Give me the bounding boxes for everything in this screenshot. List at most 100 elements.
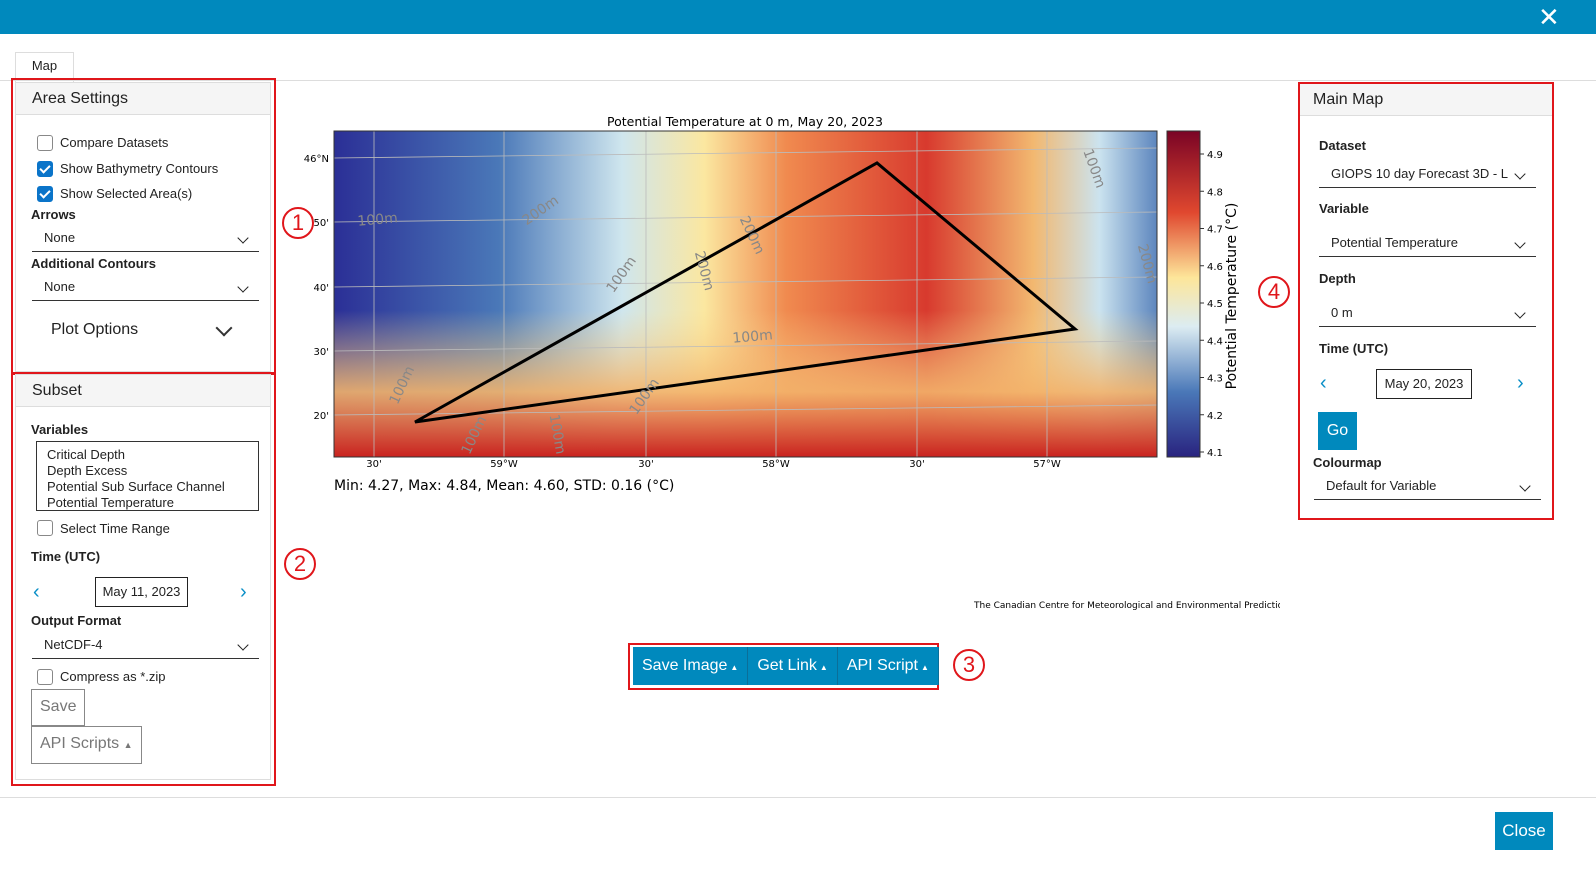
select[interactable]: 0 m	[1319, 305, 1536, 327]
caret: ▲	[730, 663, 739, 672]
button-text: Save Image	[642, 657, 728, 674]
colorbar-tick-label: 4.2	[1207, 411, 1223, 422]
close-button[interactable]: Close	[1495, 812, 1553, 850]
checkbox[interactable]	[37, 186, 53, 202]
lat-tick-label: 46°N	[304, 154, 329, 165]
date-input[interactable]: May 20, 2023	[1376, 369, 1472, 399]
action-button[interactable]: Get Link ▲	[748, 647, 838, 685]
list-item: Potential Temperature	[47, 495, 174, 510]
checkbox-label: Compare Datasets	[60, 135, 169, 150]
panel-title: Area Settings	[16, 83, 270, 115]
contour-label: 100m	[732, 327, 774, 346]
list-item: Potential Sub Surface Channel	[47, 479, 225, 494]
heatmap-overlay	[334, 131, 1157, 457]
lon-tick-label: 58°W	[762, 459, 790, 470]
label: Output Format	[31, 613, 122, 628]
annotation: 3	[953, 649, 985, 681]
label: Time (UTC)	[31, 549, 101, 564]
plot-options[interactable]: Plot Options	[51, 321, 139, 338]
button-text: API Script	[846, 657, 918, 674]
stats: Min: 4.27, Max: 4.84, Mean: 4.60, STD: 0…	[334, 478, 674, 494]
divider	[0, 80, 1596, 81]
button-text: API Scripts	[40, 735, 120, 752]
lon-tick-label: 30'	[366, 459, 381, 470]
tab[interactable]: Map	[15, 52, 74, 82]
colorbar-label: Potential Temperature (°C)	[1224, 203, 1240, 390]
contour-label: 100m	[546, 413, 569, 456]
plot: Potential Temperature at 0 m, May 20, 20…	[304, 114, 1280, 611]
checkbox[interactable]	[37, 669, 53, 685]
label: Variable	[1319, 201, 1369, 216]
label: Variables	[31, 422, 89, 437]
label: Arrows	[31, 207, 76, 222]
colorbar	[1166, 130, 1201, 458]
main-map-panel: Main Map	[1300, 84, 1552, 514]
list-item: Depth Excess	[47, 463, 128, 478]
subset-panel: Subset	[15, 374, 271, 780]
select[interactable]: Potential Temperature	[1319, 235, 1536, 257]
list-item: Critical Depth	[47, 447, 126, 462]
label: Time (UTC)	[1319, 341, 1389, 356]
plot-title: Potential Temperature at 0 m, May 20, 20…	[607, 114, 883, 129]
lon-tick-label: 30'	[909, 459, 924, 470]
button-group: Save Image ▲ Get Link ▲ API Script ▲	[633, 647, 939, 685]
credit: The Canadian Centre for Meteorological a…	[973, 601, 1280, 611]
divider	[0, 797, 1596, 798]
checkbox[interactable]	[37, 520, 53, 536]
close-icon[interactable]: ✕	[1538, 2, 1560, 32]
panel-title: Main Map	[1300, 84, 1552, 116]
caret: ▲	[819, 663, 828, 672]
api-scripts-button[interactable]: API Scripts ▲	[31, 726, 142, 764]
colorbar-tick-label: 4.5	[1207, 299, 1223, 310]
graticule	[333, 131, 1158, 457]
caret: ▲	[920, 663, 929, 672]
prev-arrow[interactable]: ‹	[33, 581, 40, 603]
action-button[interactable]: Save Image ▲	[633, 647, 749, 685]
selected-area	[414, 161, 1079, 424]
checkbox-label: Compress as *.zip	[60, 669, 166, 684]
lon-tick-label: 30'	[638, 459, 653, 470]
header-bar	[0, 0, 1596, 34]
action-button[interactable]: API Script ▲	[838, 647, 939, 685]
variable-list[interactable]: Critical Depth Depth Excess Potential Sub …	[36, 441, 259, 511]
select[interactable]: Default for Variable	[1314, 478, 1541, 500]
select[interactable]: None	[32, 279, 259, 301]
annotation: 1	[282, 207, 314, 239]
button-text: Get Link	[757, 657, 817, 674]
select[interactable]: None	[32, 230, 259, 252]
label: Depth	[1319, 271, 1356, 286]
select[interactable]: GIOPS 10 day Forecast 3D - L	[1319, 166, 1536, 188]
label: Dataset	[1319, 138, 1366, 153]
checkbox-label: Select Time Range	[60, 521, 170, 536]
checkbox[interactable]	[37, 160, 53, 177]
date-input[interactable]: May 11, 2023	[95, 577, 188, 607]
checkbox[interactable]	[37, 135, 53, 151]
annotation: 4	[1258, 276, 1290, 308]
lat-tick-label: 40'	[314, 283, 329, 294]
checkbox-label: Show Selected Area(s)	[60, 186, 193, 201]
lon-tick-label: 57°W	[1033, 459, 1061, 470]
checkbox-label: Show Bathymetry Contours	[60, 160, 219, 176]
lat-tick-label: 30'	[314, 347, 329, 358]
colorbar-tick-label: 4.7	[1207, 225, 1223, 236]
label: Colourmap	[1313, 455, 1382, 470]
lon-tick-label: 59°W	[490, 459, 518, 470]
next-arrow[interactable]: ›	[1517, 372, 1524, 394]
highlight-box	[1298, 82, 1554, 520]
go-button[interactable]: Go	[1318, 412, 1357, 450]
colorbar-tick-label: 4.1	[1207, 448, 1223, 459]
save-button[interactable]: Save	[31, 689, 86, 726]
next-arrow[interactable]: ›	[240, 581, 247, 603]
annotation: 2	[284, 548, 316, 580]
plot-frame	[333, 130, 1158, 458]
colorbar-tick-label: 4.6	[1207, 262, 1223, 273]
contour-label: 100m	[357, 210, 399, 229]
colorbar-tick-label: 4.8	[1207, 187, 1223, 198]
select[interactable]: NetCDF-4	[32, 637, 259, 659]
prev-arrow[interactable]: ‹	[1320, 372, 1327, 394]
lat-tick-label: 50'	[314, 218, 329, 229]
colorbar-tick-label: 4.3	[1207, 374, 1223, 385]
panel-title: Subset	[16, 375, 270, 407]
colorbar-tick-label: 4.9	[1207, 150, 1223, 161]
